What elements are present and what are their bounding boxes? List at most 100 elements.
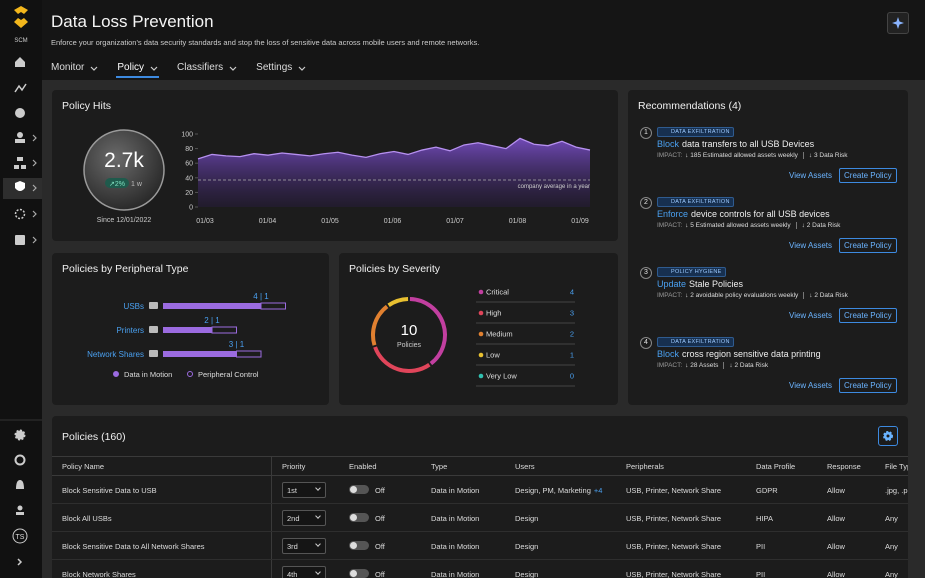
network-icon[interactable] bbox=[17, 157, 23, 161]
tab[interactable]: Settings bbox=[256, 62, 293, 73]
chevron bbox=[32, 134, 37, 142]
legend-label: Data in Motion bbox=[124, 370, 172, 379]
legend-label: Medium bbox=[486, 330, 513, 339]
donut-label: Policies bbox=[397, 342, 422, 349]
tag: DATA EXFILTRATION bbox=[657, 197, 734, 207]
priority-select[interactable]: 4th bbox=[282, 566, 326, 578]
column-header: File Type bbox=[885, 462, 908, 471]
header bbox=[42, 0, 925, 80]
expand-icon[interactable] bbox=[17, 558, 23, 566]
policy-hits-chart: 2.7k ↗2% 1 w Since 12/01/2022 0 20 40 60 80 1… bbox=[83, 129, 591, 225]
create-policy[interactable]: Create Policy bbox=[839, 168, 897, 183]
policy-link[interactable]: Block Sensitive Data to USB bbox=[62, 486, 157, 495]
assistant-button[interactable] bbox=[887, 12, 909, 34]
gear bbox=[883, 431, 893, 441]
row-line bbox=[52, 503, 908, 504]
table-settings[interactable] bbox=[878, 426, 898, 446]
change-period: 1 w bbox=[131, 181, 143, 188]
chevron bbox=[298, 66, 306, 71]
create-policy[interactable]: Create Policy bbox=[839, 238, 897, 253]
legend-swatch bbox=[187, 371, 193, 377]
settings-icon[interactable] bbox=[14, 429, 26, 441]
recommendation-title: Block data transfers to all USB Devices bbox=[657, 139, 814, 149]
donut-segment bbox=[373, 346, 431, 373]
row-line bbox=[52, 531, 908, 532]
home-icon[interactable] bbox=[15, 57, 25, 67]
activity-icon[interactable] bbox=[14, 83, 27, 93]
column-header: Data Profile bbox=[756, 462, 796, 471]
toggle[interactable] bbox=[349, 569, 369, 578]
average-label: company average in a year bbox=[518, 184, 590, 190]
y-tick-label: 20 bbox=[185, 190, 193, 197]
view-assets[interactable]: View Assets bbox=[789, 241, 832, 250]
recommendation-title: Block cross region sensitive data printin… bbox=[657, 349, 821, 359]
toggle[interactable] bbox=[349, 513, 369, 522]
legend-value: 2 bbox=[570, 330, 574, 339]
bar bbox=[260, 302, 286, 310]
cell-response: Allow bbox=[827, 542, 845, 551]
tag: POLICY HYGIENE bbox=[657, 267, 726, 277]
bell-icon[interactable] bbox=[16, 480, 24, 489]
create-policy[interactable]: Create Policy bbox=[839, 378, 897, 393]
cell-files: Any bbox=[885, 514, 898, 523]
impact-label: IMPACT: bbox=[657, 292, 683, 300]
y-tick-label: 0 bbox=[189, 205, 193, 212]
report-icon[interactable] bbox=[15, 235, 25, 245]
peripheral-icon bbox=[149, 326, 158, 333]
toggle-knob bbox=[350, 514, 357, 521]
create-policy[interactable]: Create Policy bbox=[839, 308, 897, 323]
view-assets[interactable]: View Assets bbox=[789, 381, 832, 390]
tab[interactable]: Policy bbox=[117, 62, 145, 73]
chevron bbox=[32, 236, 37, 244]
network-icon-b bbox=[21, 165, 26, 169]
policy-link[interactable]: Block All USBs bbox=[62, 514, 112, 523]
card-title: Policies by Peripheral Type bbox=[62, 263, 189, 275]
policy-hits-card: Policy Hits 2.7k ↗2% 1 w Since 12/01/202… bbox=[52, 90, 618, 241]
priority-select[interactable]: 1st bbox=[282, 482, 326, 498]
priority-value: 2nd bbox=[287, 514, 300, 523]
select-chevron bbox=[315, 485, 321, 491]
toggle[interactable] bbox=[349, 485, 369, 494]
shield-icon[interactable] bbox=[15, 181, 25, 191]
text: Stale Policies bbox=[689, 279, 744, 289]
select-chevron bbox=[315, 569, 321, 575]
toggle[interactable] bbox=[349, 541, 369, 550]
view-assets[interactable]: View Assets bbox=[789, 311, 832, 320]
cell-profile: GDPR bbox=[756, 486, 778, 495]
recommendations-card: Recommendations (4) 1 DATA EXFILTRATION Bl… bbox=[628, 90, 908, 405]
policy-link[interactable]: Block Network Shares bbox=[62, 570, 136, 578]
step-number: 1 bbox=[640, 127, 652, 139]
policy-link[interactable]: Block Sensitive Data to All Network Shar… bbox=[62, 542, 205, 551]
risk: ↓ 2 Data Risk bbox=[801, 222, 841, 230]
legend-dot bbox=[478, 310, 484, 316]
gauge-icon[interactable] bbox=[15, 108, 25, 118]
priority-select[interactable]: 3rd bbox=[282, 538, 326, 554]
user-icon[interactable] bbox=[17, 132, 23, 138]
tab[interactable]: Monitor bbox=[51, 62, 85, 73]
tab[interactable]: Classifiers bbox=[177, 62, 224, 73]
cell-type: Data in Motion bbox=[431, 570, 480, 578]
gear-icon[interactable] bbox=[14, 454, 26, 466]
x-tick-label: 01/03 bbox=[196, 218, 214, 225]
profile-icon[interactable] bbox=[17, 505, 23, 511]
column-header: Enabled bbox=[349, 462, 377, 471]
bar bbox=[163, 327, 212, 333]
change-badge bbox=[105, 178, 129, 188]
cell-profile: PII bbox=[756, 542, 766, 551]
step-number: 3 bbox=[640, 267, 652, 279]
priority-select[interactable]: 2nd bbox=[282, 510, 326, 526]
classifier-icon[interactable] bbox=[14, 208, 26, 220]
line bbox=[197, 137, 591, 160]
action: Update bbox=[657, 279, 687, 289]
total-hits: 2.7k bbox=[104, 149, 144, 172]
view-assets[interactable]: View Assets bbox=[789, 171, 832, 180]
legend-label: High bbox=[486, 309, 501, 318]
cell-users: Design bbox=[515, 570, 539, 578]
text: data transfers to all USB Devices bbox=[682, 139, 815, 149]
cell-peripherals: USB, Printer, Network Share bbox=[626, 542, 722, 551]
impact-value: ↓ 2 avoidable policy evaluations weekly bbox=[685, 292, 799, 300]
y-tick-label: 80 bbox=[185, 146, 193, 153]
tab-chevron bbox=[298, 66, 306, 71]
avatar[interactable] bbox=[12, 528, 28, 544]
